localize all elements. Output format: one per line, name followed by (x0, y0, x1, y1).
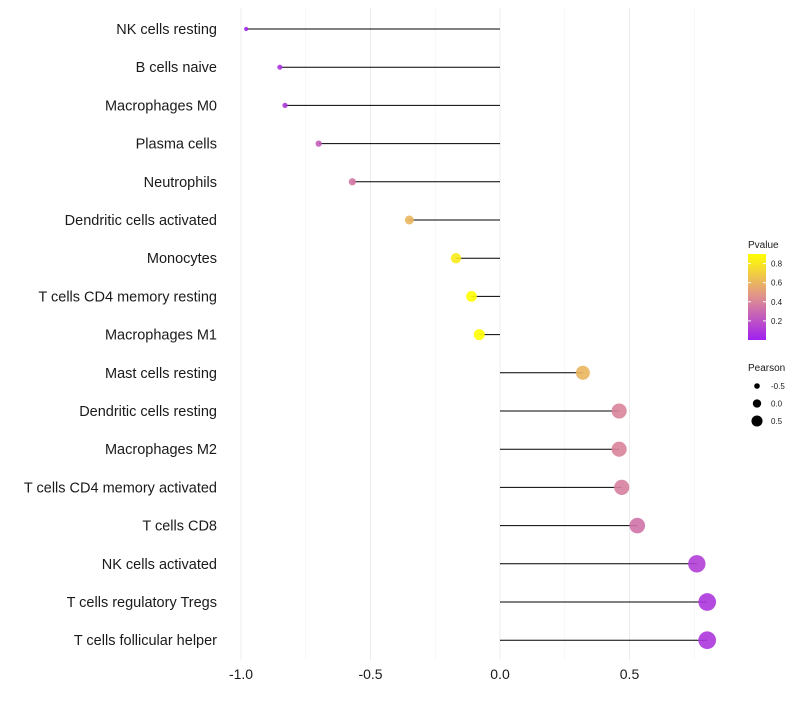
size-legend-label: -0.5 (771, 382, 785, 391)
x-tick-label: 0.5 (620, 666, 640, 682)
category-label: NK cells resting (116, 22, 217, 38)
color-legend-label: 0.4 (771, 298, 783, 307)
x-tick-label: -1.0 (229, 666, 253, 682)
color-legend-title: Pvalue (748, 240, 779, 251)
category-label: Neutrophils (144, 175, 217, 191)
lollipop-point (611, 403, 627, 419)
color-legend-label: 0.6 (771, 279, 783, 288)
category-label: T cells CD4 memory activated (24, 480, 217, 496)
category-label: Plasma cells (136, 137, 217, 153)
lollipop-point (315, 140, 322, 147)
lollipop-point (575, 365, 590, 380)
lollipop-point (611, 441, 627, 457)
size-legend-key (751, 415, 763, 427)
color-legend-label: 0.2 (771, 317, 783, 326)
category-label: T cells follicular helper (74, 633, 217, 649)
lollipop-point (348, 178, 356, 186)
category-label: Mast cells resting (105, 366, 217, 382)
x-axis-ticks: -1.0 -0.5 0.0 0.5 (229, 666, 640, 682)
legends: Pvalue 0.8 0.6 0.4 0.2 Pearson -0.5 0.0 0.5 (748, 240, 785, 427)
lollipop-point (629, 517, 646, 534)
category-label: T cells CD4 memory resting (38, 289, 217, 305)
stems-layer (246, 28, 708, 641)
lollipop-point (688, 555, 706, 573)
size-legend-label: 0.5 (771, 417, 783, 426)
category-label: T cells CD8 (142, 519, 217, 535)
size-legend-key (752, 399, 762, 408)
lollipop-point (698, 593, 717, 611)
color-legend-label: 0.8 (771, 260, 783, 269)
category-label: Monocytes (147, 251, 217, 267)
category-label: Macrophages M1 (105, 328, 217, 344)
x-tick-label: -0.5 (358, 666, 382, 682)
x-tick-label: 0.0 (490, 666, 510, 682)
lollipop-point (282, 102, 288, 109)
category-label: Dendritic cells activated (65, 213, 217, 229)
lollipop-point (698, 631, 717, 650)
lollipop-point (277, 64, 283, 70)
category-label: Macrophages M2 (105, 442, 217, 458)
category-label: Macrophages M0 (105, 98, 217, 114)
points-layer (244, 26, 717, 650)
lollipop-point (473, 329, 485, 341)
size-legend-title: Pearson (748, 363, 785, 374)
lollipop-point (404, 215, 414, 225)
color-legend-bar (748, 254, 766, 340)
category-label: B cells naive (136, 60, 217, 76)
grid-layer (240, 8, 695, 660)
category-labels: NK cells resting B cells naive Macrophages… (24, 22, 217, 649)
size-legend-key (754, 383, 760, 389)
category-label: T cells regulatory Tregs (67, 595, 217, 611)
lollipop-point (244, 26, 249, 32)
category-label: NK cells activated (102, 557, 217, 573)
lollipop-point (450, 253, 462, 264)
category-label: Dendritic cells resting (79, 404, 217, 420)
lollipop-point (466, 291, 477, 302)
size-legend-label: 0.0 (771, 400, 783, 409)
lollipop-point (614, 479, 630, 495)
